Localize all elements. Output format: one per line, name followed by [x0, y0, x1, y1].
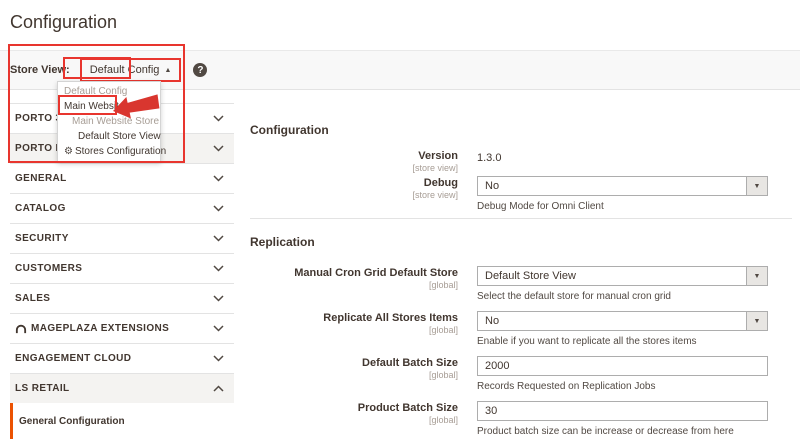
sidebar-subitem-label: General Configuration	[19, 415, 125, 427]
sidebar-item-label: GENERAL	[15, 173, 67, 184]
chevron-down-icon	[213, 295, 224, 302]
default-batch-size-input[interactable]	[477, 356, 768, 376]
product-batch-comment: Product batch size can be increase or de…	[477, 426, 734, 437]
stores-configuration-label: Stores Configuration	[74, 146, 167, 157]
section-heading-replication: Replication	[250, 235, 315, 249]
label-text: Default Batch Size	[362, 357, 458, 369]
page-title: Configuration	[10, 12, 118, 32]
sidebar-item-label: SALES	[15, 293, 51, 304]
field-label-manual-cron-grid-default-store: Manual Cron Grid Default Store [global]	[250, 267, 458, 291]
select-value: No	[485, 315, 500, 327]
label-text: Debug	[423, 177, 458, 189]
label-text: Replicate All Stores Items	[323, 312, 458, 324]
manual-cron-grid-comment: Select the default store for manual cron…	[477, 291, 671, 302]
scope-text: [global]	[428, 370, 458, 380]
field-label-debug: Debug [store view]	[250, 177, 458, 201]
active-item-indicator	[10, 403, 13, 439]
mageplaza-logo-icon	[15, 324, 27, 334]
sidebar-item-ls-retail[interactable]: LS RETAIL	[10, 374, 234, 404]
sidebar-item-label: CATALOG	[15, 203, 66, 214]
chevron-down-icon	[213, 265, 224, 272]
field-label-default-batch-size: Default Batch Size [global]	[250, 357, 458, 381]
chevron-down-icon	[213, 115, 224, 122]
select-caret-icon[interactable]: ▼	[746, 267, 767, 285]
chevron-down-icon	[213, 145, 224, 152]
field-label-version: Version [store view]	[250, 150, 458, 174]
sidebar-item-security[interactable]: SECURITY	[10, 224, 234, 254]
field-label-product-batch-size: Product Batch Size [global]	[250, 402, 458, 426]
chevron-down-icon	[213, 205, 224, 212]
scope-text: [store view]	[412, 163, 458, 173]
chevron-down-icon	[213, 355, 224, 362]
sidebar-item-label: MAGEPLAZA EXTENSIONS	[31, 323, 170, 334]
help-icon[interactable]: ?	[193, 63, 208, 77]
scope-text: [global]	[428, 415, 458, 425]
select-value: Default Store View	[485, 270, 576, 282]
sidebar-item-catalog[interactable]: CATALOG	[10, 194, 234, 224]
label-text: Product Batch Size	[357, 402, 458, 414]
scope-text: [global]	[428, 325, 458, 335]
dropdown-item-default-config[interactable]: Default Config	[64, 86, 128, 97]
sidebar-item-engagement-cloud[interactable]: ENGAGEMENT CLOUD	[10, 344, 234, 374]
sidebar-item-general-configuration[interactable]: General Configuration	[10, 403, 234, 439]
sidebar-item-label: LS RETAIL	[15, 383, 70, 394]
dropdown-item-stores-configuration[interactable]: ⚙ Stores Configuration	[58, 144, 166, 159]
chevron-down-icon	[213, 235, 224, 242]
version-value: 1.3.0	[477, 152, 502, 164]
sidebar-item-sales[interactable]: SALES	[10, 284, 234, 314]
scope-text: [store view]	[412, 190, 458, 200]
store-view-dropdown-menu: Default Config Main Website Main Website…	[57, 81, 166, 162]
manual-cron-grid-default-store-select[interactable]: Default Store View ▼	[477, 266, 768, 286]
dropdown-item-main-website-store[interactable]: Main Website Store	[72, 116, 160, 127]
label-text: Manual Cron Grid Default Store	[294, 267, 458, 279]
chevron-down-icon	[213, 175, 224, 182]
chevron-down-icon	[213, 325, 224, 332]
replicate-all-comment: Enable if you want to replicate all the …	[477, 336, 697, 347]
scope-text: [global]	[428, 280, 458, 290]
select-value: No	[485, 180, 500, 192]
sidebar-item-mageplaza-extensions[interactable]: MAGEPLAZA EXTENSIONS	[10, 314, 234, 344]
gear-icon: ⚙	[64, 146, 73, 157]
sidebar-item-label: CUSTOMERS	[15, 263, 83, 274]
chevron-up-icon	[213, 385, 224, 392]
store-view-label: Store View:	[10, 64, 70, 76]
replicate-all-stores-items-select[interactable]: No ▼	[477, 311, 768, 331]
label-text: Version	[418, 150, 458, 162]
debug-select[interactable]: No ▼	[477, 176, 768, 196]
sidebar-item-customers[interactable]: CUSTOMERS	[10, 254, 234, 284]
product-batch-size-input[interactable]	[477, 401, 768, 421]
store-view-current-value: Default Config	[89, 64, 160, 76]
section-divider	[250, 218, 792, 219]
select-caret-icon[interactable]: ▼	[746, 177, 767, 195]
store-view-dropdown-button[interactable]: Default Config ▲	[79, 58, 182, 82]
sidebar-item-label: PORTO 3.0.	[15, 113, 74, 124]
sidebar-item-general[interactable]: GENERAL	[10, 164, 234, 194]
sidebar-item-label: SECURITY	[15, 233, 69, 244]
sidebar-item-label: ENGAGEMENT CLOUD	[15, 353, 132, 364]
select-caret-icon[interactable]: ▼	[746, 312, 767, 330]
dropdown-item-main-website[interactable]: Main Website	[64, 101, 125, 112]
section-heading-configuration: Configuration	[250, 123, 329, 137]
field-label-replicate-all-stores-items: Replicate All Stores Items [global]	[250, 312, 458, 336]
dropdown-item-default-store-view[interactable]: Default Store View	[78, 131, 161, 142]
caret-up-icon: ▲	[164, 66, 172, 74]
default-batch-comment: Records Requested on Replication Jobs	[477, 381, 656, 392]
sidebar-item-label: PORTO EXT	[15, 143, 77, 154]
debug-comment: Debug Mode for Omni Client	[477, 201, 604, 212]
